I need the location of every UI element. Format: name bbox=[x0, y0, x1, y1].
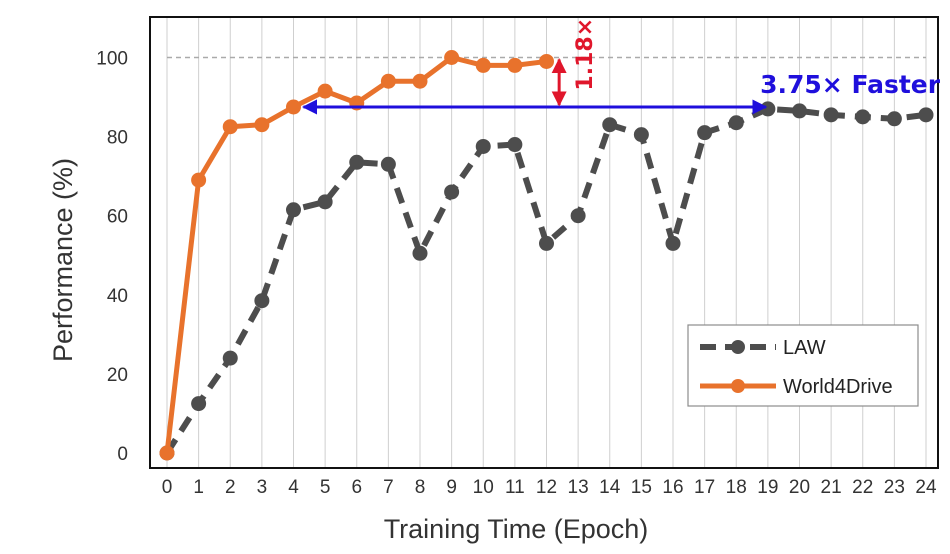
annotations: 3.75× Faster 1.18× bbox=[302, 18, 941, 115]
y-tick-label: 100 bbox=[96, 49, 128, 70]
x-tick-label: 19 bbox=[757, 477, 778, 498]
x-tick-label: 7 bbox=[383, 477, 394, 498]
data-point-law bbox=[191, 396, 207, 412]
x-tick-label: 9 bbox=[446, 477, 457, 498]
data-point-world4drive bbox=[507, 57, 523, 73]
gain-label: 1.18× bbox=[573, 18, 598, 91]
legend-box bbox=[687, 324, 919, 407]
data-point-law bbox=[602, 117, 618, 133]
plot-area-frame bbox=[149, 16, 939, 469]
x-tick-label: 15 bbox=[631, 477, 652, 498]
data-point-law bbox=[539, 235, 554, 251]
data-point-world4drive bbox=[317, 83, 333, 99]
y-tick-label: 20 bbox=[107, 365, 128, 386]
legend-world4drive-label: World4Drive bbox=[783, 376, 893, 398]
x-axis-title: Training Time (Epoch) bbox=[384, 514, 649, 544]
data-point-law bbox=[855, 109, 871, 125]
x-tick-label: 3 bbox=[257, 477, 268, 498]
x-tick-label: 8 bbox=[415, 477, 426, 498]
legend: LAW World4Drive bbox=[687, 324, 919, 407]
data-point-law bbox=[286, 202, 301, 218]
data-point-law bbox=[886, 111, 902, 127]
x-tick-label: 18 bbox=[726, 477, 747, 498]
data-point-law bbox=[349, 154, 365, 170]
x-tick-labels: 0 1 2 3 4 5 6 7 8 9 10 11 12 13 14 15 16 17 18 19 20 21 22 23 24 bbox=[162, 477, 937, 498]
data-point-world4drive bbox=[380, 73, 396, 89]
y-tick-labels: 0 20 40 60 80 100 bbox=[96, 49, 128, 466]
legend-law-label: LAW bbox=[783, 337, 826, 359]
x-tick-label: 16 bbox=[662, 477, 683, 498]
data-point-world4drive bbox=[222, 119, 238, 135]
x-tick-label: 5 bbox=[320, 477, 331, 498]
data-point-law bbox=[222, 350, 238, 366]
y-tick-label: 40 bbox=[107, 286, 128, 307]
x-tick-label: 11 bbox=[505, 477, 525, 498]
x-tick-label: 13 bbox=[568, 477, 589, 498]
x-tick-label: 6 bbox=[351, 477, 362, 498]
data-point-law bbox=[570, 208, 586, 224]
data-point-world4drive bbox=[286, 99, 301, 115]
data-point-world4drive bbox=[444, 50, 460, 65]
x-tick-label: 12 bbox=[536, 477, 557, 498]
data-point-law bbox=[665, 235, 681, 251]
legend-world4drive-marker bbox=[731, 379, 745, 393]
y-tick-label: 80 bbox=[107, 128, 128, 149]
data-point-world4drive bbox=[412, 73, 428, 89]
data-point-world4drive bbox=[475, 57, 491, 73]
data-point-world4drive bbox=[159, 445, 175, 461]
data-point-law bbox=[475, 138, 491, 154]
x-tick-label: 23 bbox=[884, 477, 905, 498]
x-tick-label: 21 bbox=[821, 477, 842, 498]
data-point-world4drive bbox=[254, 117, 270, 133]
data-point-law bbox=[633, 127, 649, 143]
x-tick-label: 24 bbox=[915, 477, 937, 498]
data-point-law bbox=[380, 156, 396, 172]
x-tick-label: 1 bbox=[193, 477, 204, 498]
data-point-law bbox=[697, 125, 713, 141]
x-tick-label: 10 bbox=[473, 477, 494, 498]
x-tick-label: 4 bbox=[288, 477, 299, 498]
data-point-world4drive bbox=[539, 53, 554, 69]
data-point-law bbox=[507, 137, 523, 153]
data-point-world4drive bbox=[191, 172, 207, 188]
data-point-law bbox=[444, 184, 460, 200]
data-point-law bbox=[254, 293, 270, 309]
data-point-law bbox=[728, 115, 744, 131]
data-point-law bbox=[760, 101, 776, 117]
speedup-label: 3.75× Faster bbox=[760, 70, 941, 99]
x-tick-label: 22 bbox=[852, 477, 873, 498]
y-tick-label: 0 bbox=[117, 444, 128, 465]
data-point-law bbox=[823, 107, 839, 123]
x-tick-label: 14 bbox=[599, 477, 621, 498]
data-point-law bbox=[918, 107, 934, 123]
data-point-law bbox=[792, 103, 807, 119]
y-axis-title: Performance (%) bbox=[48, 158, 78, 362]
y-tick-label: 60 bbox=[107, 207, 128, 228]
x-tick-label: 0 bbox=[162, 477, 173, 498]
legend-law-marker bbox=[731, 340, 745, 354]
data-point-law bbox=[412, 245, 428, 261]
x-tick-label: 17 bbox=[694, 477, 715, 498]
x-tick-label: 20 bbox=[789, 477, 810, 498]
x-tick-label: 2 bbox=[225, 477, 236, 498]
data-point-law bbox=[317, 194, 333, 210]
